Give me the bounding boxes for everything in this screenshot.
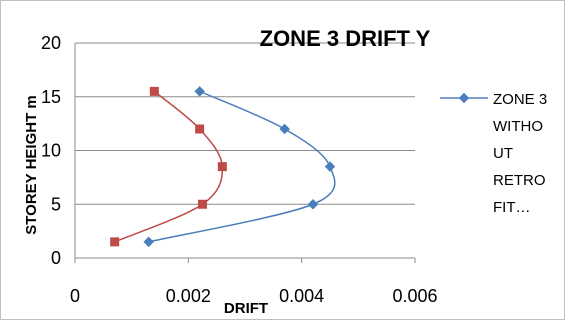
series-1-point — [194, 86, 205, 97]
y-tick-label: 20 — [41, 33, 61, 53]
x-tick-label: 0 — [70, 286, 80, 306]
legend-label-line: RETRO — [493, 172, 546, 189]
y-axis-title: STOREY HEIGHT m — [23, 95, 40, 234]
legend-label-line: FIT… — [493, 199, 531, 216]
series-1-line — [148, 90, 336, 243]
legend-label-line: WITHO — [493, 118, 543, 135]
legend-marker — [458, 92, 470, 104]
x-tick-label: 0.006 — [392, 286, 437, 306]
chart-title: ZONE 3 DRIFT Y — [260, 26, 431, 51]
legend-label-line: UT — [493, 145, 513, 162]
series-layer — [110, 86, 336, 248]
legend-label-line: ZONE 3 — [493, 91, 547, 108]
series-1-point — [307, 199, 319, 210]
x-axis-title: DRIFT — [224, 300, 268, 317]
y-tick-label: 10 — [41, 141, 61, 161]
series-1-point — [279, 123, 290, 135]
y-tick-label: 5 — [51, 194, 61, 214]
axis-layer: 0 5 10 15 20 0 0.002 0.004 0.006 — [41, 33, 438, 306]
series-1-point — [143, 236, 154, 248]
legend: ZONE 3 WITHO UT RETRO FIT… — [440, 91, 547, 216]
y-tick-label: 0 — [51, 248, 61, 268]
x-tick-label: 0.002 — [166, 286, 211, 306]
series-2-point — [149, 86, 159, 96]
series-2-point — [198, 199, 207, 209]
series-2-point — [195, 124, 205, 134]
series-2-point — [217, 162, 227, 172]
grid-layer — [75, 42, 415, 205]
series-2-point — [110, 237, 120, 247]
x-tick-label: 0.004 — [279, 286, 324, 306]
series-1-point — [324, 161, 336, 172]
y-tick-label: 15 — [41, 87, 61, 107]
